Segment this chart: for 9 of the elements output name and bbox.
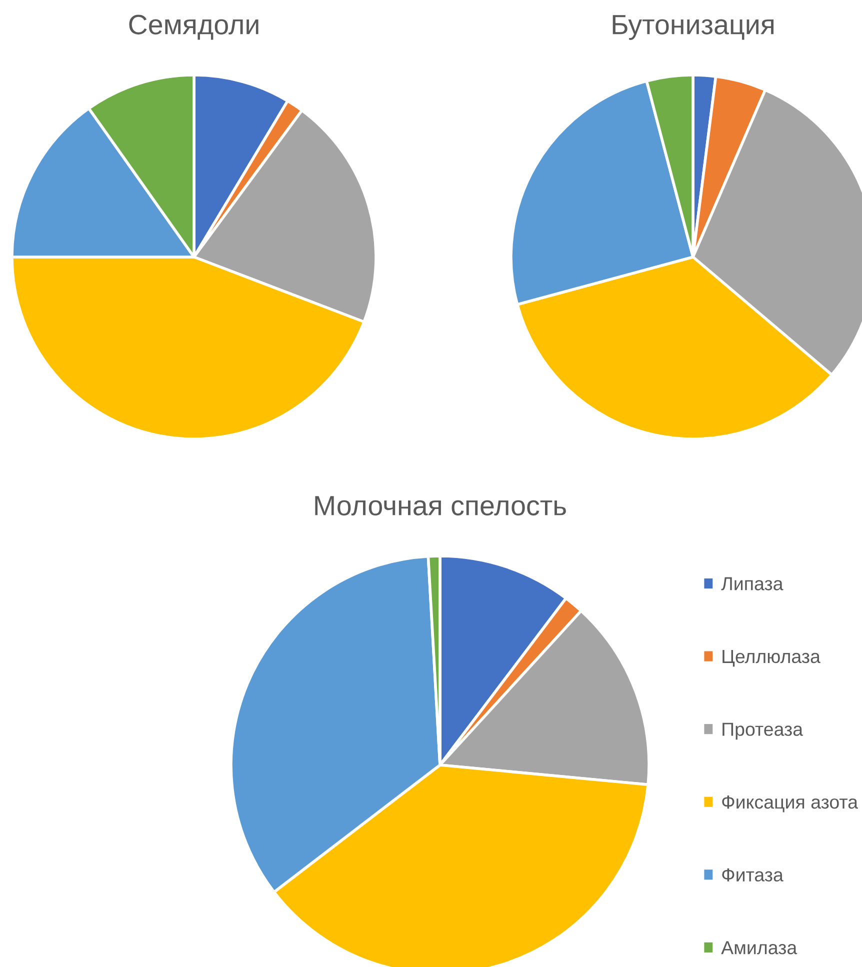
legend-label: Липаза: [721, 577, 784, 590]
slice-label: Семядоли: [129, 14, 258, 40]
legend-label: Целлюлаза: [722, 650, 820, 667]
legend-label: Амилаза: [721, 941, 798, 954]
legend-label: Фиксация азота: [722, 796, 858, 812]
legend-label: Фитаза: [722, 868, 784, 882]
slice-label: Бутонизация: [612, 15, 774, 40]
slice-label: Молочная спелость: [315, 496, 566, 516]
legend-label: Протеаза: [722, 722, 804, 740]
